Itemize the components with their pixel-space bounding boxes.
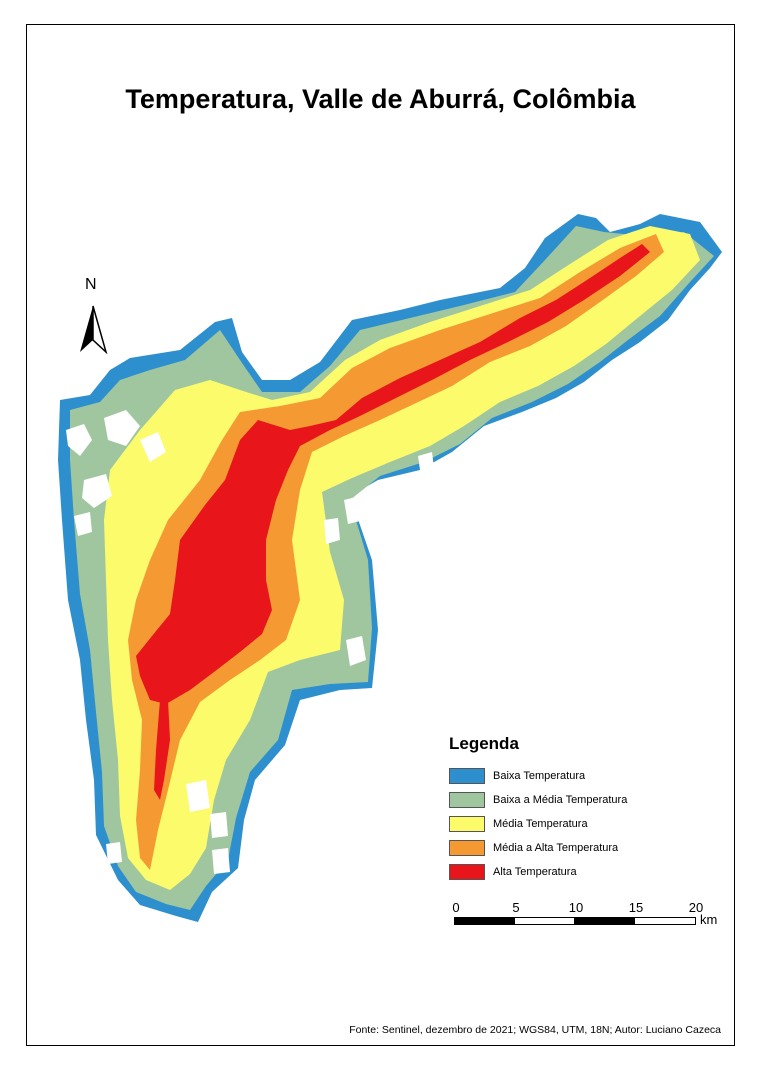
legend-swatch-media <box>449 816 485 832</box>
legend: Legenda Baixa Temperatura Baixa a Média … <box>449 734 627 884</box>
scale-tick-label: 5 <box>512 900 520 915</box>
scale-segment <box>454 917 515 925</box>
legend-swatch-media-alta <box>449 840 485 856</box>
legend-label: Média a Alta Temperatura <box>493 842 619 854</box>
scale-segment <box>574 917 635 925</box>
legend-title: Legenda <box>449 734 519 753</box>
scale-segment <box>634 917 696 925</box>
legend-swatch-alta <box>449 864 485 880</box>
scale-unit: km <box>700 912 718 927</box>
legend-item: Média a Alta Temperatura <box>449 836 627 860</box>
scale-segment <box>514 917 575 925</box>
legend-label: Baixa Temperatura <box>493 770 586 782</box>
legend-label: Média Temperatura <box>493 818 588 830</box>
legend-label: Baixa a Média Temperatura <box>493 794 628 806</box>
north-label: N <box>85 276 97 293</box>
legend-item: Baixa Temperatura <box>449 764 627 788</box>
legend-swatch-baixa <box>449 768 485 784</box>
zone-alta-temperatura <box>136 244 650 704</box>
zone-alta-temperatura-south <box>154 700 170 800</box>
scale-tick-label: 20 <box>688 900 704 915</box>
legend-swatch-baixa-media <box>449 792 485 808</box>
legend-item: Média Temperatura <box>449 812 627 836</box>
legend-label: Alta Temperatura <box>493 866 577 878</box>
legend-item: Alta Temperatura <box>449 860 627 884</box>
legend-item: Baixa a Média Temperatura <box>449 788 627 812</box>
map-title: Temperatura, Valle de Aburrá, Colômbia <box>125 84 636 114</box>
scale-tick-label: 15 <box>628 900 644 915</box>
no-data-areas <box>66 410 434 874</box>
scale-tick-label: 10 <box>568 900 584 915</box>
scale-tick-label: 0 <box>452 900 460 915</box>
scale-bar: 0 5 10 15 20 km <box>452 900 718 940</box>
source-credit: Fonte: Sentinel, dezembro de 2021; WGS84… <box>349 1024 721 1036</box>
north-arrow-icon <box>80 305 108 355</box>
